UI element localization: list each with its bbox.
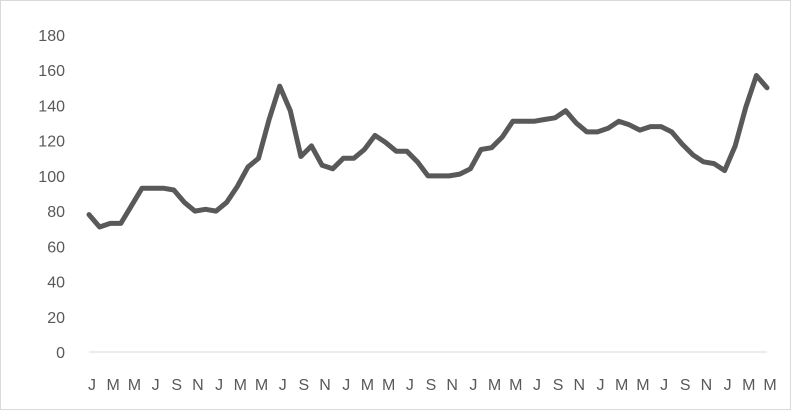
x-tick-label: S [680, 377, 691, 394]
x-tick-label: S [299, 377, 310, 394]
y-tick-label: 80 [47, 204, 65, 221]
x-tick-label: N [701, 377, 713, 394]
y-tick-label: 60 [47, 239, 65, 256]
y-tick-label: 120 [38, 134, 65, 151]
x-tick-label: S [553, 377, 564, 394]
x-tick-label: M [255, 377, 268, 394]
x-tick-label: M [763, 377, 776, 394]
x-tick-label: N [192, 377, 204, 394]
x-tick-label: M [742, 377, 755, 394]
series-line [86, 73, 770, 230]
x-tick-label: J [660, 377, 668, 394]
y-tick-label: 100 [38, 169, 65, 186]
y-tick-label: 160 [38, 63, 65, 80]
x-tick-label: J [215, 377, 223, 394]
x-tick-label: J [406, 377, 414, 394]
x-tick-label: J [152, 377, 160, 394]
y-tick-label: 140 [38, 98, 65, 115]
x-tick-label: J [597, 377, 605, 394]
x-tick-label: J [469, 377, 477, 394]
x-tick-label: M [361, 377, 374, 394]
x-tick-label: J [88, 377, 96, 394]
x-tick-label: S [171, 377, 182, 394]
x-tick-label: M [636, 377, 649, 394]
x-tick-label: N [574, 377, 586, 394]
x-tick-label: J [279, 377, 287, 394]
x-tick-label: M [128, 377, 141, 394]
x-tick-label: J [724, 377, 732, 394]
x-tick-label: M [107, 377, 120, 394]
x-tick-label: M [382, 377, 395, 394]
x-tick-label: M [509, 377, 522, 394]
x-tick-label: J [533, 377, 541, 394]
x-tick-label: M [488, 377, 501, 394]
x-tick-label: N [446, 377, 458, 394]
y-tick-label: 0 [56, 345, 65, 362]
x-tick-label: J [342, 377, 350, 394]
x-tick-label: M [234, 377, 247, 394]
x-tick-label: N [319, 377, 331, 394]
y-tick-label: 40 [47, 275, 65, 292]
x-tick-label: M [615, 377, 628, 394]
y-tick-label: 180 [38, 28, 65, 45]
y-axis-tick-labels: 0 20 40 60 80 100 120 140 160 180 [38, 28, 65, 362]
y-tick-label: 20 [47, 310, 65, 327]
x-tick-label: S [426, 377, 437, 394]
